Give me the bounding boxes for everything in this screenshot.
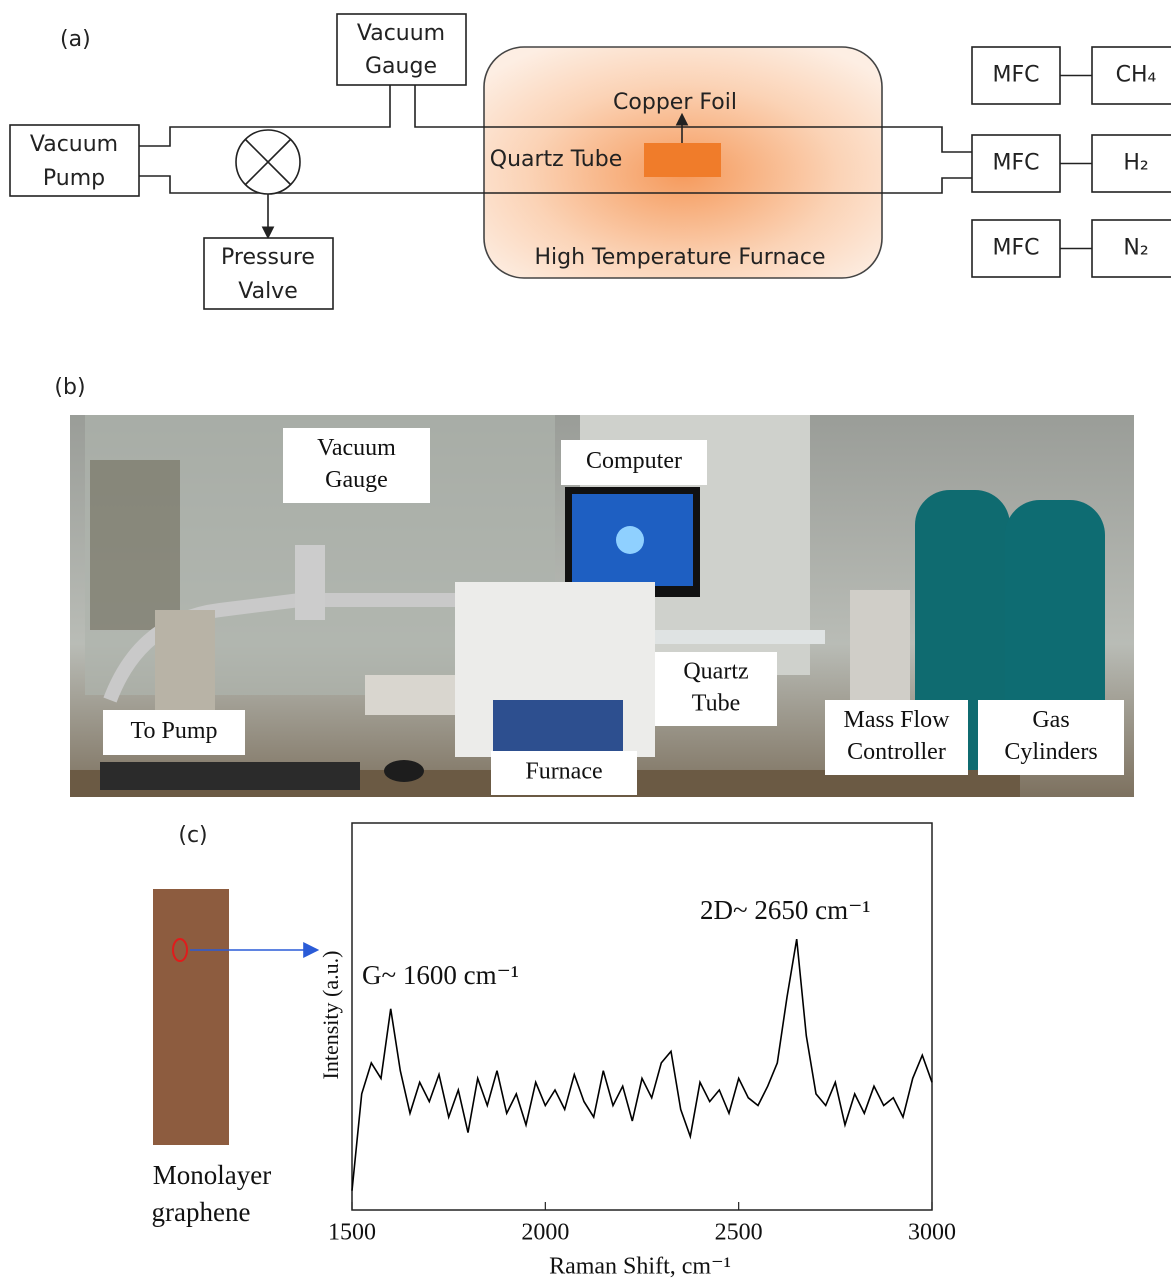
box-text: MFC [993, 236, 1040, 261]
plot-frame [352, 823, 932, 1210]
photo-label: Gas [1032, 707, 1069, 733]
x-tick-label: 1500 [328, 1220, 376, 1246]
box-text: MFC [993, 63, 1040, 88]
valve [236, 130, 300, 194]
panel-label: (b) [54, 375, 85, 400]
annotation: G~ 1600 cm⁻¹ [362, 960, 519, 990]
label: High Temperature Furnace [534, 245, 825, 270]
sample-caption: graphene [152, 1197, 251, 1227]
box-text: H₂ [1123, 151, 1148, 176]
x-tick-label: 2500 [715, 1220, 763, 1246]
raman-chart: 1500 2000 2500 3000 Raman Shift, cm⁻¹ Intensi… [318, 823, 956, 1280]
box-text: MFC [993, 151, 1040, 176]
box-text: Vacuum [30, 132, 118, 157]
box-text: Pump [43, 166, 105, 191]
label: Quartz Tube [490, 147, 623, 172]
photo-label: Tube [692, 691, 740, 717]
annotation: 2D~ 2650 cm⁻¹ [700, 895, 870, 925]
photo-label: Controller [847, 739, 946, 765]
box-text: Gauge [365, 54, 437, 79]
figure: (a) Vacuum Gauge Vacuum Pump Pressure Va… [0, 0, 1171, 1283]
box-text: N₂ [1123, 236, 1148, 261]
box-text: Valve [238, 279, 298, 304]
photo-label: Mass Flow [843, 707, 950, 733]
mfc-group: MFC CH₄ MFC H₂ MFC N₂ [972, 47, 1171, 277]
photo-label: Cylinders [1004, 739, 1097, 765]
photo-label: Computer [586, 448, 682, 474]
sample-caption: Monolayer [153, 1160, 271, 1190]
photo-label: Quartz [683, 659, 748, 685]
photo-label: Gauge [325, 467, 388, 493]
copper-foil [644, 143, 721, 177]
panel-label: (c) [178, 823, 207, 848]
label: Copper Foil [613, 90, 737, 115]
box-text: CH₄ [1116, 63, 1157, 88]
panel-label: (a) [60, 27, 91, 52]
box-text: Vacuum [357, 21, 445, 46]
y-axis-label: Intensity (a.u.) [318, 951, 343, 1080]
box-text: Pressure [221, 245, 315, 270]
photo-label: Furnace [525, 759, 602, 785]
x-axis-label: Raman Shift, cm⁻¹ [549, 1254, 731, 1280]
photo-label: To Pump [131, 718, 218, 744]
x-tick-label: 2000 [521, 1220, 569, 1246]
x-tick-label: 3000 [908, 1220, 956, 1246]
sample-image [153, 889, 229, 1145]
photo-label: Vacuum [317, 435, 396, 461]
